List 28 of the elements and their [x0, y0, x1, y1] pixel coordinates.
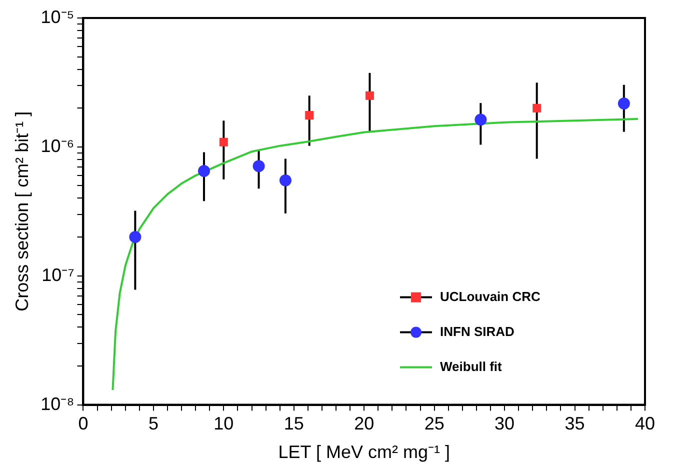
point: [279, 174, 292, 186]
x-tick-label: 25: [424, 414, 444, 434]
point: [252, 160, 265, 172]
legend-label: INFN SIRAD: [440, 324, 514, 339]
x-tick-label: 5: [148, 414, 158, 434]
legend-label: Weibull fit: [440, 358, 503, 374]
y-tick-label: 10⁻⁶: [40, 136, 74, 156]
y-tick-label: 10⁻⁵: [40, 6, 74, 27]
x-axis-title: LET [ MeV cm² mg⁻¹ ]: [278, 442, 450, 462]
x-tick-label: 30: [494, 414, 515, 434]
point: [129, 231, 142, 244]
point: [365, 91, 374, 100]
x-tick-label: 35: [564, 414, 585, 434]
x-tick-label: 15: [284, 414, 304, 434]
y-tick-label: 10⁻⁷: [42, 264, 74, 285]
point: [305, 111, 314, 120]
point: [198, 165, 210, 178]
point: [618, 98, 630, 110]
legend-label: UCLouvain CRC: [440, 288, 541, 304]
y-axis-title: Cross section [ cm² bit⁻¹ ]: [12, 111, 32, 312]
y-tick-label: 10⁻⁸: [40, 394, 74, 414]
point: [532, 104, 542, 112]
x-tick-label: 10: [214, 414, 234, 434]
point: [219, 138, 228, 146]
x-tick-label: 20: [354, 414, 374, 434]
x-tick-label: 40: [634, 414, 656, 434]
point: [474, 114, 487, 126]
x-tick-label: 0: [78, 414, 88, 434]
